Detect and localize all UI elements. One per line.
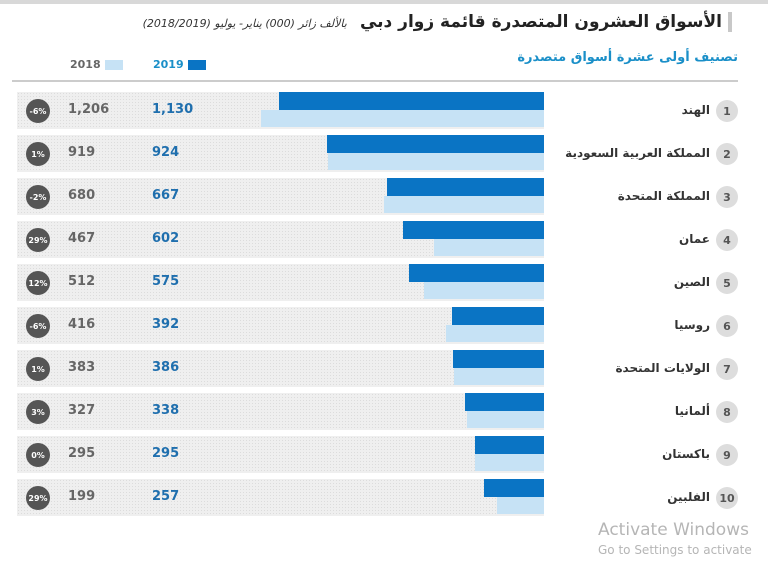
value-2019: 386 [152, 360, 180, 375]
value-2019: 602 [152, 231, 180, 246]
legend-label-2019: 2019 [153, 58, 184, 71]
rank-badge: 2 [716, 143, 738, 165]
category-label: عمان [679, 232, 710, 246]
rank-badge: 8 [716, 401, 738, 423]
chart-row: 3% 327 338 ألمانيا 8 [0, 393, 768, 430]
chart-row: 29% 199 257 الفلبين 10 [0, 479, 768, 516]
bar-2018 [328, 153, 544, 170]
bar-2019 [327, 135, 544, 153]
category-label: روسيا [674, 318, 710, 332]
category-label: الهند [681, 103, 710, 117]
legend-label-2018: 2018 [70, 58, 101, 71]
change-badge: 29% [26, 228, 50, 252]
row-background [17, 393, 544, 430]
bar-2018 [434, 239, 544, 256]
value-2019: 575 [152, 274, 180, 289]
value-2019: 257 [152, 489, 180, 504]
change-badge: -6% [26, 314, 50, 338]
category-label: باكستان [662, 447, 710, 461]
bar-2019 [474, 436, 544, 454]
value-2018: 512 [68, 274, 96, 289]
value-2018: 199 [68, 489, 96, 504]
bar-2019 [453, 350, 544, 368]
change-badge: 1% [26, 142, 50, 166]
rank-badge: 9 [716, 444, 738, 466]
header-divider [12, 80, 738, 82]
bar-2019 [387, 178, 544, 196]
bar-2019 [452, 307, 544, 325]
value-2018: 467 [68, 231, 96, 246]
value-2018: 416 [68, 317, 96, 332]
value-2018: 1,206 [68, 102, 110, 117]
value-2019: 924 [152, 145, 180, 160]
chart-row: -6% 416 392 روسيا 6 [0, 307, 768, 344]
top-border [0, 0, 768, 4]
rank-badge: 10 [716, 487, 738, 509]
section-title: تصنيف أولى عشرة أسواق متصدرة [517, 50, 738, 65]
rank-badge: 7 [716, 358, 738, 380]
bar-2018 [474, 454, 544, 471]
change-badge: 1% [26, 357, 50, 381]
title-main: الأسواق العشرون المتصدرة قائمة زوار دبي [359, 12, 722, 32]
value-2018: 680 [68, 188, 96, 203]
category-label: المملكة العربية السعودية [565, 146, 710, 160]
bar-2018 [467, 411, 544, 428]
value-2019: 338 [152, 403, 180, 418]
bar-2019 [402, 221, 544, 239]
legend-swatch-2019 [187, 59, 206, 70]
legend-2018: 2018 [70, 58, 123, 71]
watermark-line1: Activate Windows [598, 520, 749, 540]
value-2018: 327 [68, 403, 96, 418]
category-label: المملكة المتحدة [617, 189, 710, 203]
value-2018: 295 [68, 446, 96, 461]
bar-2018 [454, 368, 544, 385]
value-2019: 295 [152, 446, 180, 461]
change-badge: 0% [26, 443, 50, 467]
rank-badge: 4 [716, 229, 738, 251]
chart-row: 1% 383 386 الولايات المتحدة 7 [0, 350, 768, 387]
chart-row: 12% 512 575 الصين 5 [0, 264, 768, 301]
row-background [17, 479, 544, 516]
legend-swatch-2018 [104, 59, 123, 70]
category-label: الفلبين [667, 490, 710, 504]
category-label: ألمانيا [674, 404, 710, 418]
value-2019: 392 [152, 317, 180, 332]
chart-row: -2% 680 667 المملكة المتحدة 3 [0, 178, 768, 215]
bar-2019 [483, 479, 544, 497]
value-2019: 667 [152, 188, 180, 203]
rank-badge: 1 [716, 100, 738, 122]
rank-badge: 6 [716, 315, 738, 337]
bar-2019 [278, 92, 544, 110]
value-2018: 919 [68, 145, 96, 160]
rank-badge: 3 [716, 186, 738, 208]
bar-2019 [464, 393, 544, 411]
chart-title: الأسواق العشرون المتصدرة قائمة زوار دبي … [143, 12, 732, 32]
change-badge: -6% [26, 99, 50, 123]
chart-row: 29% 467 602 عمان 4 [0, 221, 768, 258]
bar-2018 [261, 110, 544, 127]
title-note: بالألف زائر (000) يناير- يوليو (2018/201… [142, 17, 347, 30]
row-background [17, 436, 544, 473]
bar-2018 [384, 196, 544, 213]
change-badge: 3% [26, 400, 50, 424]
rank-badge: 5 [716, 272, 738, 294]
bar-2018 [446, 325, 544, 342]
chart-row: 1% 919 924 المملكة العربية السعودية 2 [0, 135, 768, 172]
value-2018: 383 [68, 360, 96, 375]
bar-2018 [497, 497, 544, 514]
change-badge: 12% [26, 271, 50, 295]
change-badge: 29% [26, 486, 50, 510]
chart-row: 0% 295 295 باكستان 9 [0, 436, 768, 473]
change-badge: -2% [26, 185, 50, 209]
category-label: الصين [673, 275, 710, 289]
category-label: الولايات المتحدة [615, 361, 710, 375]
legend-2019: 2019 [153, 58, 206, 71]
chart-row: -6% 1,206 1,130 الهند 1 [0, 92, 768, 129]
bar-2019 [409, 264, 544, 282]
bar-2018 [423, 282, 544, 299]
value-2019: 1,130 [152, 102, 194, 117]
watermark-line2: Go to Settings to activate [598, 543, 752, 557]
